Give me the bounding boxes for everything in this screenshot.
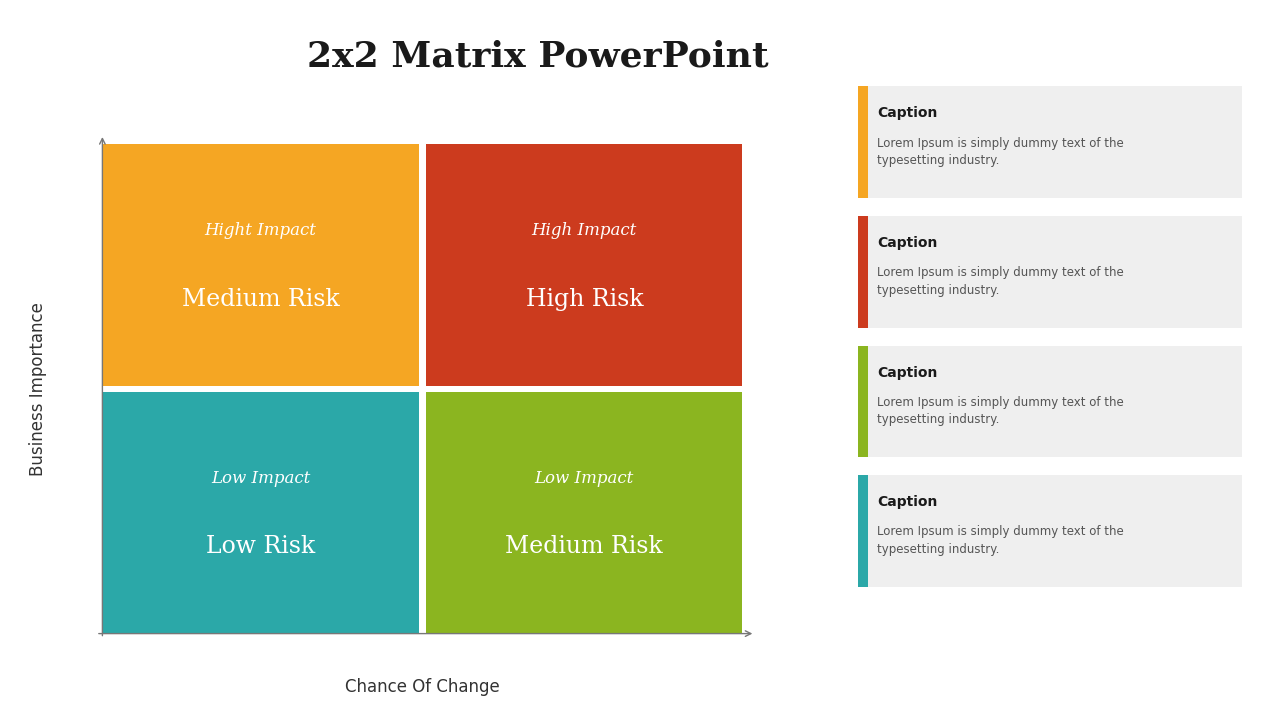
Text: Low Impact: Low Impact [211, 470, 310, 487]
Bar [102, 144, 419, 386]
Text: Caption: Caption [877, 236, 937, 250]
Text: Caption: Caption [877, 107, 937, 120]
Text: Lorem Ipsum is simply dummy text of the
typesetting industry.: Lorem Ipsum is simply dummy text of the … [877, 396, 1124, 426]
Text: Chance Of Change: Chance Of Change [346, 678, 499, 696]
Bar [102, 392, 419, 634]
Bar [426, 144, 742, 386]
Text: Lorem Ipsum is simply dummy text of the
typesetting industry.: Lorem Ipsum is simply dummy text of the … [877, 266, 1124, 297]
Text: Low Risk: Low Risk [206, 536, 315, 559]
Text: High Risk: High Risk [526, 288, 643, 311]
Bar [426, 392, 742, 634]
Text: Medium Risk: Medium Risk [182, 288, 339, 311]
Text: Caption: Caption [877, 495, 937, 509]
Text: High Impact: High Impact [531, 222, 637, 239]
Text: Caption: Caption [877, 366, 937, 379]
Text: Business Importance: Business Importance [29, 302, 47, 476]
Text: Medium Risk: Medium Risk [506, 536, 663, 559]
Text: Hight Impact: Hight Impact [205, 222, 316, 239]
Text: Lorem Ipsum is simply dummy text of the
typesetting industry.: Lorem Ipsum is simply dummy text of the … [877, 137, 1124, 167]
Text: Low Impact: Low Impact [535, 470, 634, 487]
Text: Lorem Ipsum is simply dummy text of the
typesetting industry.: Lorem Ipsum is simply dummy text of the … [877, 526, 1124, 556]
Text: 2x2 Matrix PowerPoint: 2x2 Matrix PowerPoint [307, 40, 768, 73]
